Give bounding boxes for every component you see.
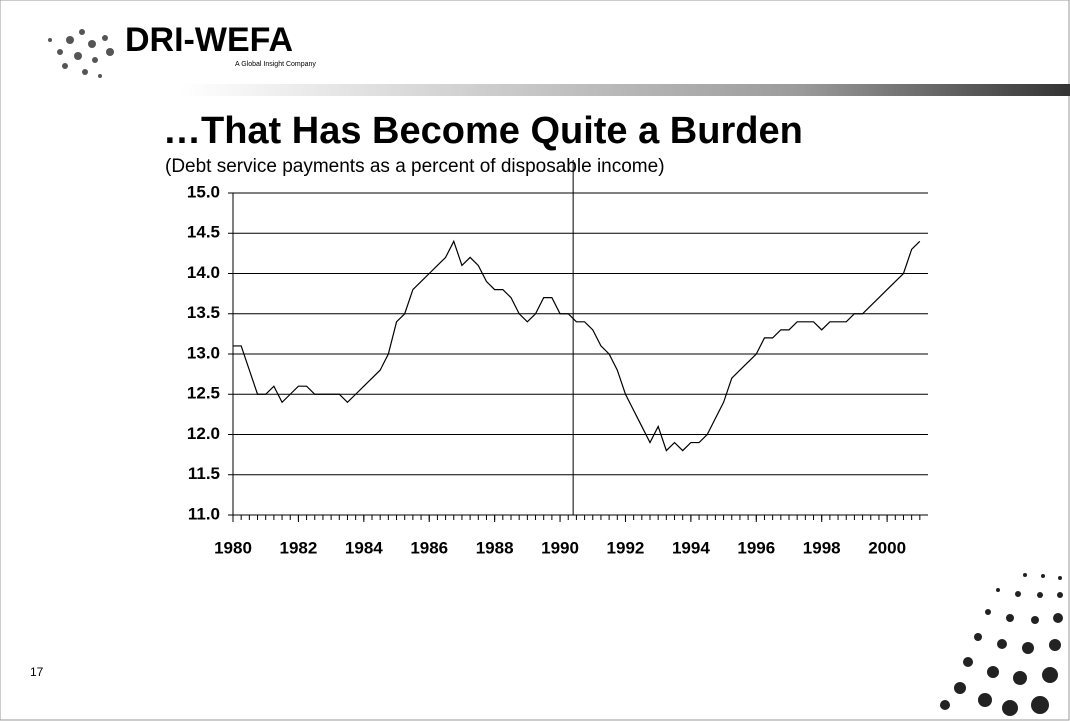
y-tick-label: 13.5 [187,303,220,322]
chart-subtitle: (Debt service payments as a percent of d… [165,156,665,177]
x-tick-label: 2000 [868,538,906,557]
y-tick-label: 12.5 [187,384,220,403]
x-tick-label: 1990 [541,538,579,557]
decor-dots [940,573,1063,716]
y-tick-label: 14.5 [187,223,220,242]
y-tick-label: 12.0 [187,424,220,443]
x-tick-label: 1998 [803,538,841,557]
logo: DRI-WEFA [125,21,293,59]
x-tick-label: 1988 [476,538,514,557]
data-line [233,239,921,452]
x-tick-label: 1992 [607,538,645,557]
logo-dots [48,29,114,78]
y-tick-label: 14.0 [187,263,220,282]
x-tick-label: 1982 [279,538,317,557]
x-tick-label: 1996 [737,538,775,557]
y-tick-label: 13.0 [187,343,220,362]
x-tick-label: 1980 [214,538,252,557]
page-number: 17 [30,665,44,679]
chart-title: …That Has Become Quite a Burden [163,110,803,152]
header-bar [180,84,1070,96]
logo-tagline: A Global Insight Company [235,61,316,68]
y-tick-label: 11.5 [188,464,220,483]
x-tick-label: 1984 [345,538,383,557]
y-tick-label: 15.0 [187,182,220,201]
x-tick-label: 1986 [410,538,448,557]
x-tick-label: 1994 [672,538,710,557]
y-tick-label: 11.0 [188,504,220,523]
